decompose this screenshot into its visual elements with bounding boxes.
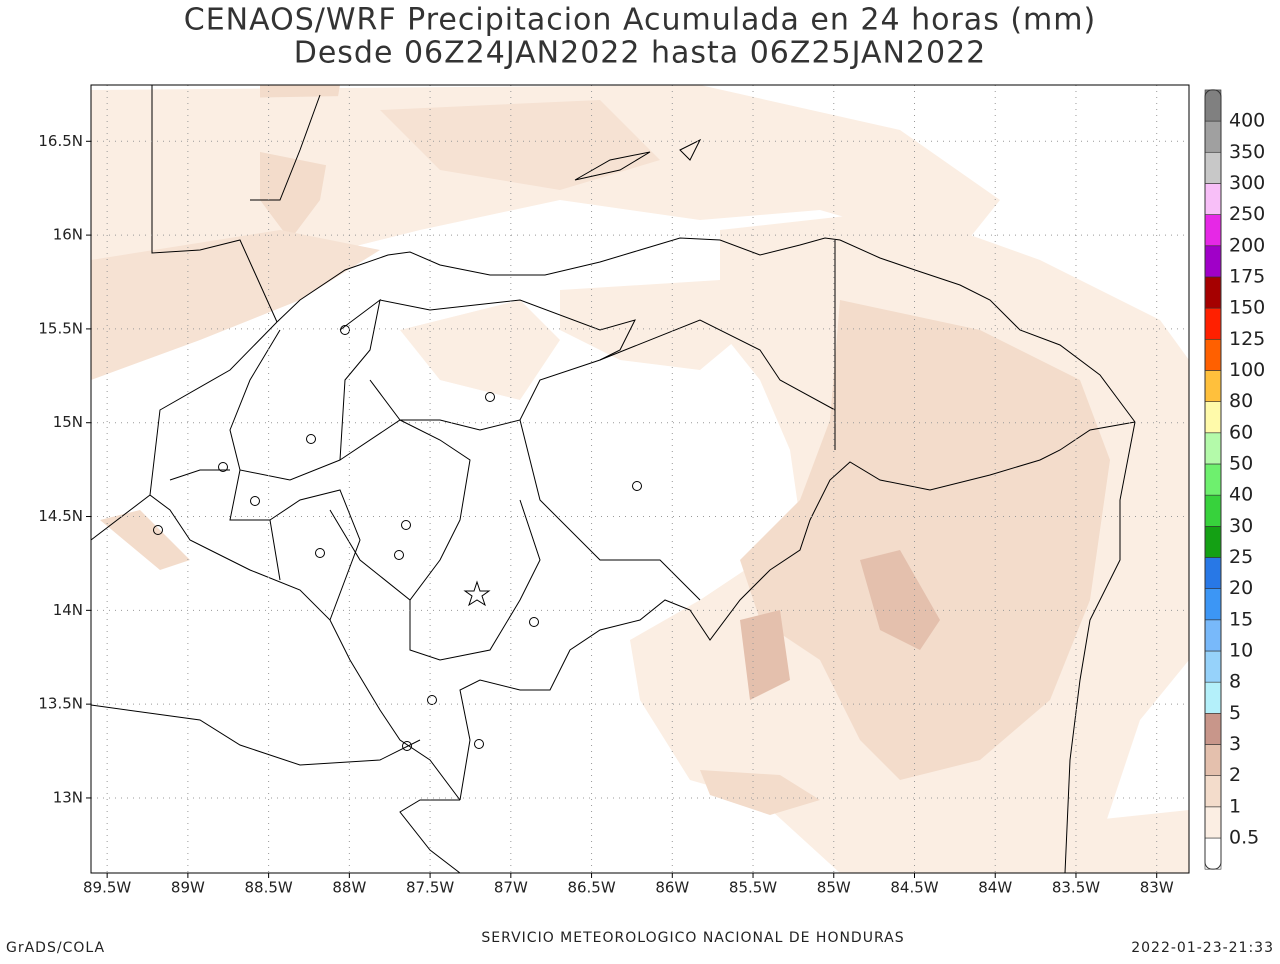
colorbar-label: 30: [1229, 515, 1253, 537]
colorbar-box: [1204, 183, 1222, 215]
colorbar-label: 60: [1229, 421, 1253, 443]
x-tick-label: 89.5W: [83, 879, 131, 897]
colorbar-box: [1204, 89, 1222, 122]
colorbar-box: [1204, 401, 1222, 434]
x-tick-label: 86.5W: [567, 879, 615, 897]
x-tick-label: 84W: [978, 879, 1012, 897]
colorbar-label: 2: [1229, 764, 1241, 786]
x-tick-label: 84.5W: [890, 879, 938, 897]
x-tick-label: 89W: [171, 879, 205, 897]
colorbar-label: 350: [1229, 141, 1265, 163]
colorbar: 0.5 1 2 3 5 8 10 15 20 25 30 40 50 60 80 100 125 150 175 20…: [1204, 89, 1265, 870]
colorbar-box: [1204, 307, 1222, 340]
colorbar-box: [1204, 151, 1222, 184]
x-tick-label: 85W: [817, 879, 851, 897]
footer-right: 2022-01-23-21:33: [1131, 940, 1274, 956]
colorbar-box: [1204, 214, 1222, 247]
y-tick-label: 14N: [53, 601, 83, 619]
colorbar-label: 100: [1229, 359, 1265, 381]
colorbar-label: 250: [1229, 203, 1265, 225]
x-tick-label: 86W: [655, 879, 689, 897]
colorbar-label: 0.5: [1229, 827, 1259, 849]
footer-center: SERVICIO METEOROLOGICO NACIONAL DE HONDU…: [481, 930, 904, 946]
x-tick-label: 85.5W: [729, 879, 777, 897]
colorbar-box: [1204, 619, 1222, 652]
colorbar-box: [1204, 557, 1222, 589]
colorbar-label: 40: [1229, 484, 1253, 506]
y-tick-label: 16N: [53, 226, 83, 244]
colorbar-box: [1204, 338, 1222, 371]
colorbar-box: [1204, 370, 1222, 402]
colorbar-label: 80: [1229, 390, 1253, 412]
footer-left: GrADS/COLA: [6, 940, 105, 956]
colorbar-label: 8: [1229, 671, 1241, 693]
colorbar-label: 10: [1229, 639, 1253, 661]
colorbar-box: [1204, 837, 1222, 870]
x-tick-label: 83W: [1140, 879, 1174, 897]
colorbar-box: [1204, 276, 1222, 309]
y-tick-label: 16.5N: [38, 132, 83, 150]
colorbar-box: [1204, 494, 1222, 527]
colorbar-label: 125: [1229, 328, 1265, 350]
colorbar-label: 400: [1229, 110, 1265, 132]
colorbar-label: 3: [1229, 733, 1241, 755]
colorbar-label: 15: [1229, 608, 1253, 630]
colorbar-box: [1204, 681, 1222, 714]
city-markers: [153, 325, 642, 751]
colorbar-label: 25: [1229, 546, 1253, 568]
x-tick-label: 88W: [332, 879, 366, 897]
colorbar-box: [1204, 650, 1222, 683]
colorbar-label: 200: [1229, 234, 1265, 256]
colorbar-box: [1204, 806, 1222, 839]
y-tick-label: 14.5N: [38, 507, 83, 525]
colorbar-box: [1204, 525, 1222, 558]
x-tick-label: 88.5W: [245, 879, 293, 897]
x-tick-label: 87W: [494, 879, 528, 897]
y-tick-label: 13.5N: [38, 695, 83, 713]
colorbar-label: 150: [1229, 297, 1265, 319]
subtitle: Desde 06Z24JAN2022 hasta 06Z25JAN2022: [294, 36, 987, 71]
colorbar-label: 300: [1229, 172, 1265, 194]
colorbar-box: [1204, 463, 1222, 496]
colorbar-box: [1204, 713, 1222, 745]
colorbar-box: [1204, 432, 1222, 465]
y-tick-label: 15.5N: [38, 319, 83, 337]
colorbar-box: [1204, 588, 1222, 621]
x-tick-label: 87.5W: [406, 879, 454, 897]
title: CENAOS/WRF Precipitacion Acumulada en 24…: [184, 3, 1096, 38]
colorbar-label: 5: [1229, 702, 1241, 724]
colorbar-box: [1204, 744, 1222, 776]
colorbar-box: [1204, 775, 1222, 808]
plot-frame: [90, 84, 1190, 874]
x-tick-label: 83.5W: [1052, 879, 1100, 897]
colorbar-label: 175: [1229, 265, 1265, 287]
colorbar-box: [1204, 245, 1222, 278]
borders: [91, 85, 1136, 873]
colorbar-label: 1: [1229, 795, 1241, 817]
colorbar-label: 20: [1229, 577, 1253, 599]
colorbar-label: 50: [1229, 452, 1253, 474]
colorbar-box: [1204, 120, 1222, 153]
y-tick-label: 13N: [53, 788, 83, 806]
precipitation-field: [91, 85, 1189, 873]
colorbar-outline: [1204, 89, 1222, 870]
y-tick-label: 15N: [53, 413, 83, 431]
